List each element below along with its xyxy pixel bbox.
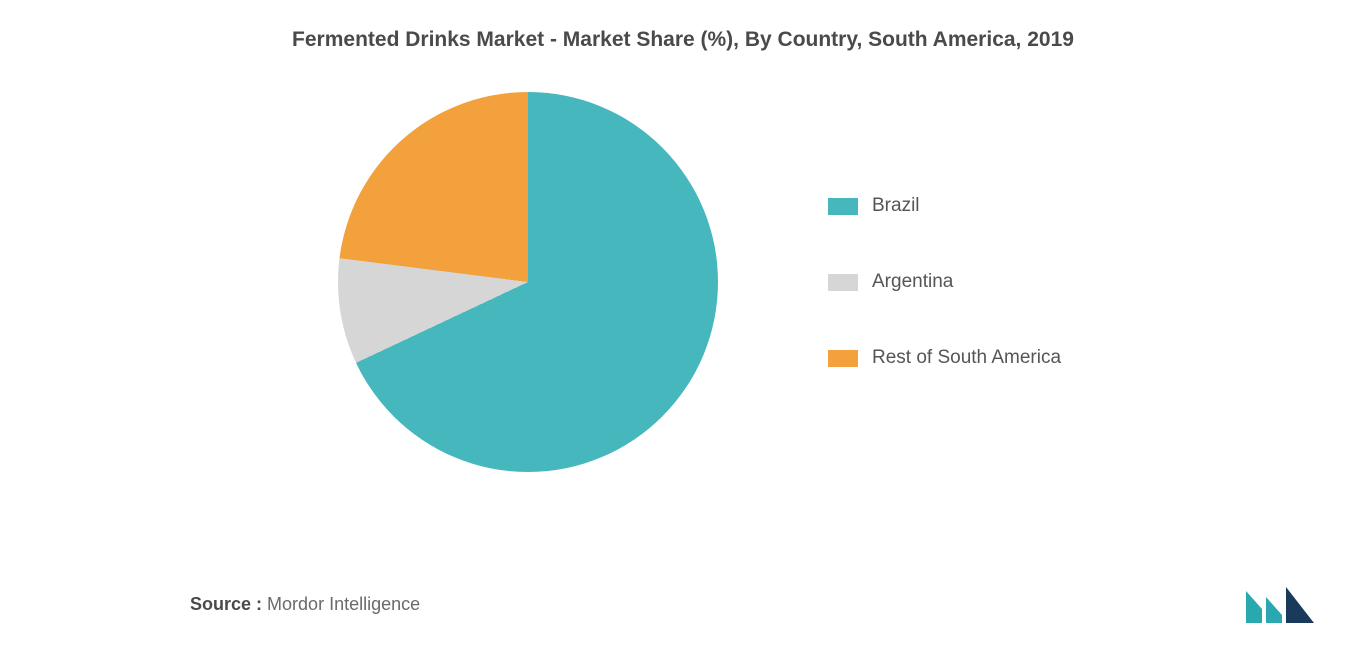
pie-chart [338, 92, 718, 472]
legend-swatch [828, 350, 858, 367]
legend: Brazil Argentina Rest of South America [828, 195, 1088, 369]
legend-swatch [828, 274, 858, 291]
pie-wrap [338, 92, 718, 472]
legend-item: Rest of South America [828, 347, 1088, 369]
chart-title: Fermented Drinks Market - Market Share (… [40, 28, 1326, 52]
legend-label: Brazil [872, 195, 920, 217]
chart-body: Brazil Argentina Rest of South America [40, 92, 1326, 472]
chart-container: Fermented Drinks Market - Market Share (… [0, 0, 1366, 655]
legend-label: Rest of South America [872, 347, 1061, 369]
source-line: Source : Mordor Intelligence [190, 594, 420, 615]
legend-item: Brazil [828, 195, 1088, 217]
legend-label: Argentina [872, 271, 953, 293]
source-text: Mordor Intelligence [267, 594, 420, 614]
legend-item: Argentina [828, 271, 1088, 293]
mordor-logo-icon [1240, 583, 1318, 627]
legend-swatch [828, 198, 858, 215]
source-label: Source : [190, 594, 262, 614]
